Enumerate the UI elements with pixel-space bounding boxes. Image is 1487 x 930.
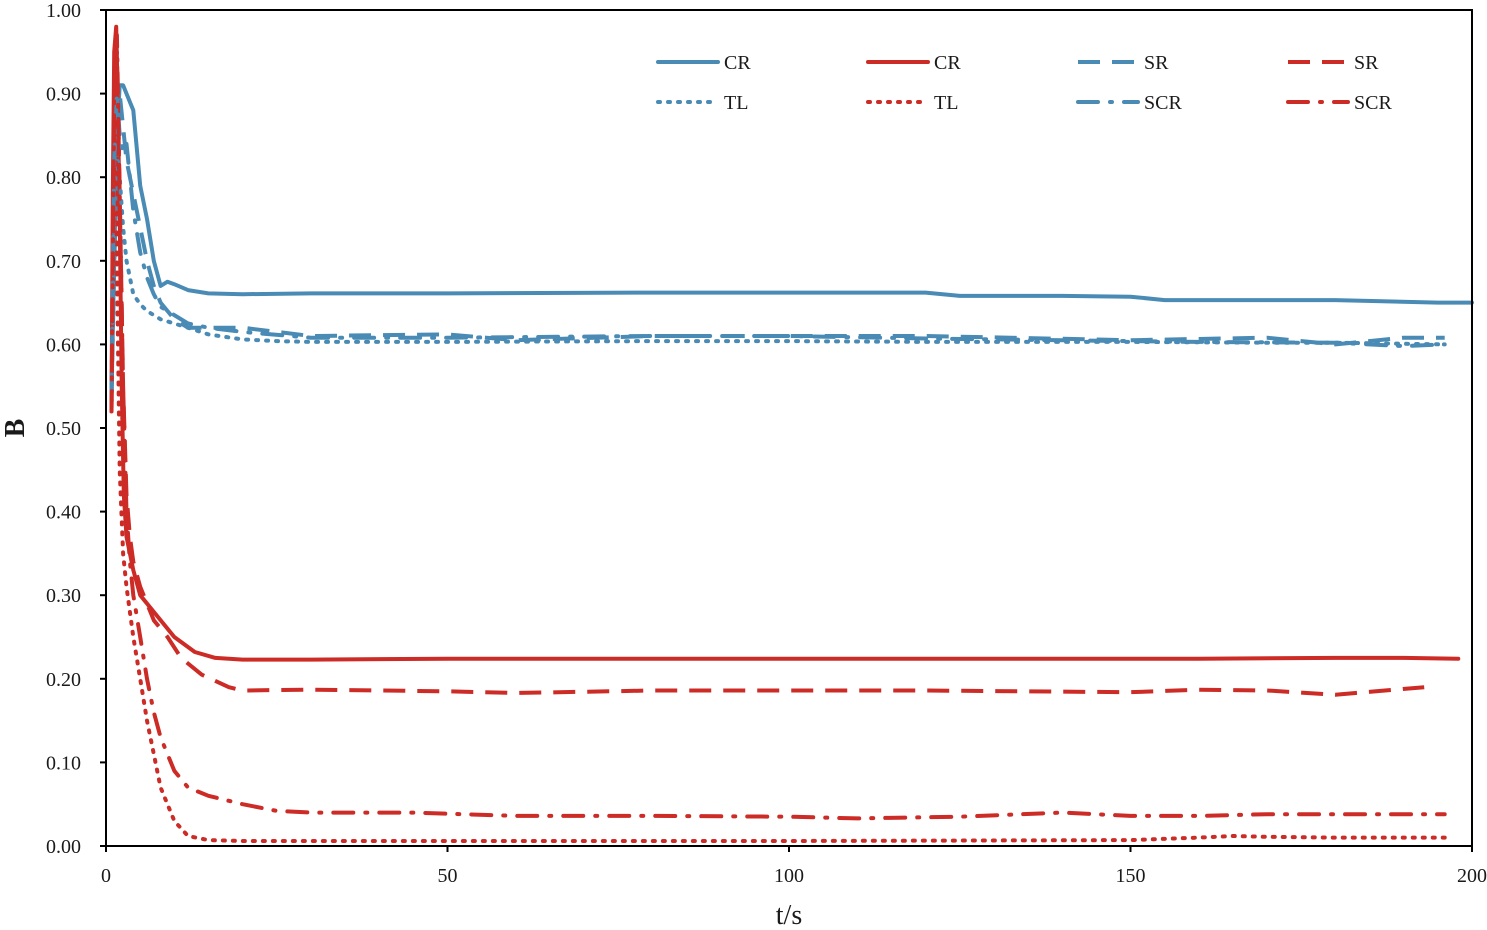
- legend-label: CR: [934, 52, 961, 74]
- x-tick-label: 200: [1457, 865, 1487, 887]
- x-tick-label: 50: [438, 865, 458, 887]
- y-tick-label: 0.80: [46, 167, 81, 189]
- legend: CR CR SR SR TL TL SCR SCR: [656, 52, 1392, 114]
- series-line-scr-red: [109, 33, 1447, 821]
- y-tick-label: 0.40: [46, 502, 81, 524]
- y-tick-label: 0.30: [46, 585, 81, 607]
- y-tick-label: 0.60: [46, 334, 81, 356]
- series-line-cr-blue: [109, 83, 1474, 397]
- series-line-tl-blue: [109, 150, 1447, 405]
- y-tick-label: 1.00: [46, 0, 81, 22]
- y-tick-label: 0.90: [46, 84, 81, 106]
- series-line-sr-red: [109, 49, 1425, 697]
- x-tick-label: 150: [1116, 865, 1146, 887]
- legend-label: SCR: [1354, 92, 1392, 114]
- y-axis-ticks: 0.00 0.10 0.20 0.30 0.40 0.50 0.60 0.70 0.80 0.90…: [46, 0, 106, 858]
- plot-area-frame: [105, 9, 1473, 847]
- y-axis-title: B: [0, 419, 31, 438]
- series-line-scr-blue: [109, 91, 1447, 397]
- y-tick-label: 0.70: [46, 251, 81, 273]
- legend-label: SR: [1354, 52, 1379, 74]
- legend-label: CR: [724, 52, 751, 74]
- x-axis-ticks: 0 50 100 150 200: [101, 846, 1487, 887]
- legend-label: TL: [724, 92, 748, 114]
- legend-label: TL: [934, 92, 958, 114]
- series-layer: [109, 24, 1474, 843]
- x-tick-label: 100: [774, 865, 804, 887]
- x-axis-title: t/s: [776, 900, 802, 930]
- y-tick-label: 0.00: [46, 836, 81, 858]
- y-tick-label: 0.50: [46, 418, 81, 440]
- legend-label: SR: [1144, 52, 1169, 74]
- y-tick-label: 0.20: [46, 669, 81, 691]
- x-tick-label: 0: [101, 865, 111, 887]
- series-line-tl-red: [109, 74, 1447, 843]
- y-tick-label: 0.10: [46, 752, 81, 774]
- legend-label: SCR: [1144, 92, 1182, 114]
- series-line-sr-blue: [109, 91, 1445, 395]
